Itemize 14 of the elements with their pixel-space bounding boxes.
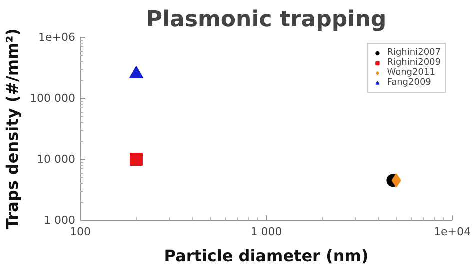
legend-label: Righini2009 xyxy=(387,58,441,68)
x-tick-label: 1e+04 xyxy=(434,226,471,238)
y-axis-title: Traps density (#/mm²) xyxy=(3,28,22,230)
y-tick-label: 1e+06 xyxy=(38,31,76,44)
legend-label: Fang2009 xyxy=(387,78,432,88)
y-tick-label: 100 000 xyxy=(30,92,76,105)
chart-title: Plasmonic trapping xyxy=(146,8,387,32)
legend-label: Wong2011 xyxy=(387,68,436,78)
x-tick-label: 100 xyxy=(70,226,91,238)
x-axis-title: Particle diameter (nm) xyxy=(164,246,369,266)
y-tick-label: 1 000 xyxy=(44,214,76,227)
legend-label: Righini2007 xyxy=(387,48,441,58)
y-tick-label: 10 000 xyxy=(37,153,76,166)
x-tick-label: 1 000 xyxy=(250,226,282,238)
